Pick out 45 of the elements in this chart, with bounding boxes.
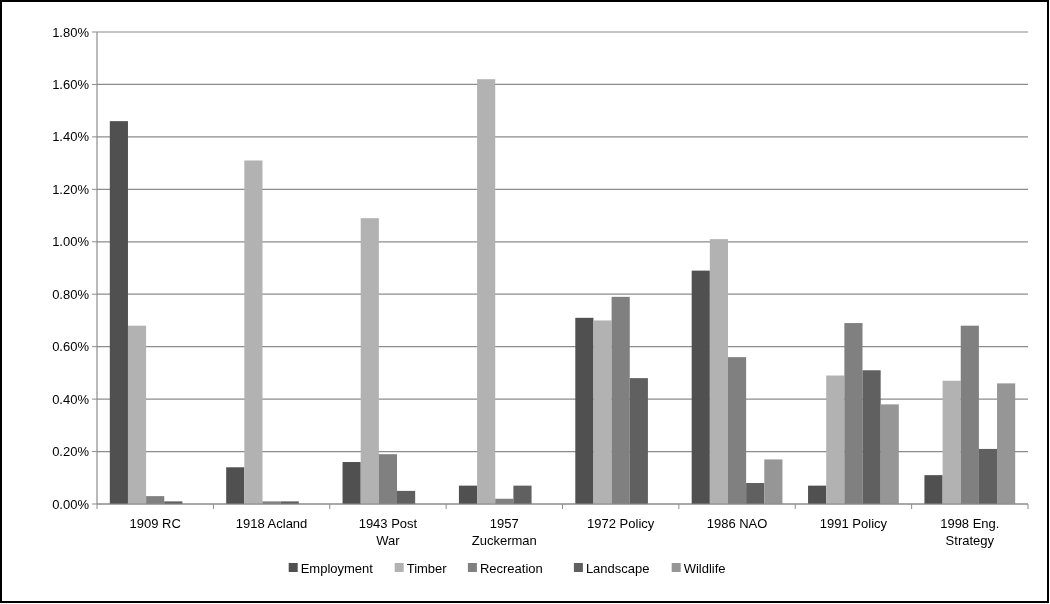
x-tick-label: 1943 Post War [358, 516, 418, 548]
bar [360, 218, 379, 504]
legend-label: Timber [406, 560, 448, 576]
bar [109, 121, 128, 504]
bar [244, 160, 263, 504]
bar [709, 239, 728, 504]
bar [477, 79, 496, 504]
y-tick-label: 1.20% [52, 181, 90, 197]
bar [924, 475, 943, 504]
bar [808, 485, 827, 504]
y-tick-label: 0.60% [52, 339, 90, 355]
x-tick-label: 1918 Acland [235, 516, 308, 531]
bar [862, 370, 881, 504]
bar [458, 485, 478, 504]
bar [942, 380, 961, 504]
x-tick-label: 1909 RC [129, 516, 181, 531]
y-tick-label: 0.00% [52, 496, 90, 512]
bar [746, 483, 765, 504]
bar [575, 317, 594, 504]
bar [342, 462, 361, 504]
x-tick-label: 1991 Policy [819, 516, 888, 531]
bar [593, 320, 612, 504]
bar [397, 490, 416, 504]
bar [978, 448, 998, 504]
legend-label: Wildlife [683, 560, 726, 576]
y-tick-label: 1.60% [52, 76, 90, 92]
legend-label: Landscape [585, 560, 650, 576]
bar [226, 467, 245, 504]
bar [513, 485, 532, 504]
bar [691, 270, 710, 504]
y-tick-label: 1.00% [52, 234, 90, 250]
bar [826, 375, 845, 504]
x-tick-label: 1957 Zuckerman [471, 516, 537, 548]
x-tick-label: 1972 Policy [587, 516, 655, 531]
y-tick-label: 1.40% [52, 129, 90, 145]
x-tick-label: 1998 Eng. Strategy [940, 516, 1000, 548]
y-tick-label: 0.40% [52, 391, 90, 407]
x-tick-label: 1986 NAO [706, 516, 768, 531]
legend-label: Employment [300, 560, 374, 576]
y-tick-label: 0.80% [52, 286, 90, 302]
y-tick-label: 1.80% [52, 24, 90, 40]
bar [629, 378, 648, 504]
y-tick-label: 0.20% [52, 444, 90, 460]
legend-label: Recreation [479, 560, 543, 576]
bar [127, 325, 147, 504]
